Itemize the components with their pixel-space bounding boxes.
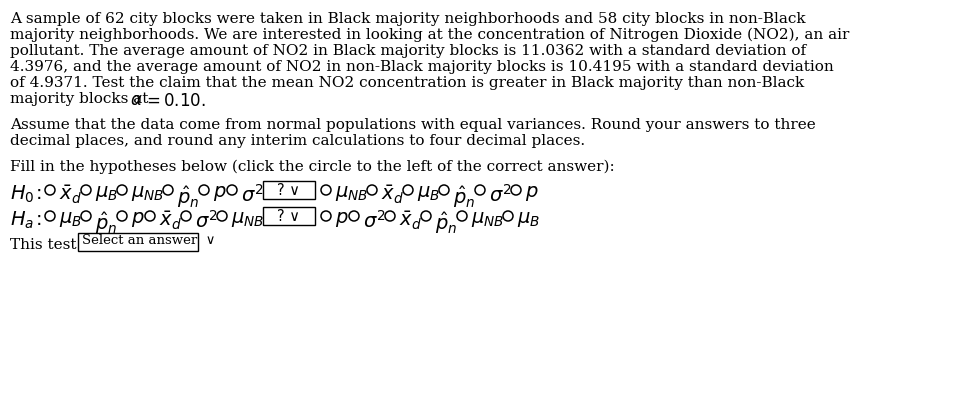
Text: $\sigma^2$: $\sigma^2$: [488, 184, 511, 205]
FancyBboxPatch shape: [262, 182, 314, 200]
Text: $\mu_{NB}$: $\mu_{NB}$: [131, 184, 164, 202]
Text: majority neighborhoods. We are interested in looking at the concentration of Nit: majority neighborhoods. We are intereste…: [10, 28, 849, 42]
Text: majority blocks at: majority blocks at: [10, 92, 153, 106]
Text: $\hat{p}_n$: $\hat{p}_n$: [453, 184, 475, 209]
Text: pollutant. The average amount of NO2 in Black majority blocks is 11.0362 with a : pollutant. The average amount of NO2 in …: [10, 44, 805, 58]
Text: A sample of 62 city blocks were taken in Black majority neighborhoods and 58 cit: A sample of 62 city blocks were taken in…: [10, 12, 804, 26]
Text: $\hat{p}_n$: $\hat{p}_n$: [434, 209, 456, 235]
Text: Assume that the data come from normal populations with equal variances. Round yo: Assume that the data come from normal po…: [10, 118, 815, 132]
Text: $\alpha$: $\alpha$: [130, 92, 142, 109]
Text: $\sigma^2$: $\sigma^2$: [241, 184, 263, 205]
Text: $\sigma^2$: $\sigma^2$: [195, 209, 217, 231]
Text: $\mu_{NB}$: $\mu_{NB}$: [471, 209, 504, 229]
Text: $p$: $p$: [334, 209, 348, 229]
Text: $\mu_B$: $\mu_B$: [59, 209, 82, 229]
Text: $\hat{p}_n$: $\hat{p}_n$: [95, 209, 117, 235]
Text: $p$: $p$: [525, 184, 538, 202]
Text: Select an answer  ∨: Select an answer ∨: [82, 234, 215, 247]
Text: $\bar{x}_d$: $\bar{x}_d$: [381, 184, 404, 206]
Text: $\mu_B$: $\mu_B$: [95, 184, 118, 202]
Text: ? ∨: ? ∨: [277, 209, 300, 224]
Text: $\bar{x}_d$: $\bar{x}_d$: [159, 209, 182, 231]
Text: Fill in the hypotheses below (click the circle to the left of the correct answer: Fill in the hypotheses below (click the …: [10, 160, 614, 174]
Text: $\bar{x}_d$: $\bar{x}_d$: [399, 209, 422, 231]
FancyBboxPatch shape: [78, 234, 198, 252]
Text: ? ∨: ? ∨: [277, 183, 300, 198]
Text: $\mu_{NB}$: $\mu_{NB}$: [231, 209, 264, 229]
Text: $\mu_B$: $\mu_B$: [516, 209, 540, 229]
Text: $\bar{x}_d$: $\bar{x}_d$: [59, 184, 82, 206]
Text: $H_0$: $H_0$: [10, 184, 35, 205]
Text: $\hat{p}_n$: $\hat{p}_n$: [177, 184, 199, 209]
Text: 4.3976, and the average amount of NO2 in non-Black majority blocks is 10.4195 wi: 4.3976, and the average amount of NO2 in…: [10, 60, 833, 74]
Text: $:$: $:$: [32, 184, 42, 202]
Text: $:$: $:$: [32, 209, 42, 229]
Text: This test is: This test is: [10, 237, 94, 252]
Text: $\sigma^2$: $\sigma^2$: [362, 209, 385, 231]
Text: of 4.9371. Test the claim that the mean NO2 concentration is greater in Black ma: of 4.9371. Test the claim that the mean …: [10, 76, 803, 90]
Text: $p$: $p$: [212, 184, 226, 202]
Text: $H_a$: $H_a$: [10, 209, 34, 231]
Text: $p$: $p$: [131, 209, 144, 229]
Text: $\mu_B$: $\mu_B$: [416, 184, 440, 202]
Text: decimal places, and round any interim calculations to four decimal places.: decimal places, and round any interim ca…: [10, 134, 584, 148]
Text: $= 0.10.$: $= 0.10.$: [143, 92, 206, 110]
Text: $\mu_{NB}$: $\mu_{NB}$: [334, 184, 368, 202]
FancyBboxPatch shape: [262, 207, 314, 225]
